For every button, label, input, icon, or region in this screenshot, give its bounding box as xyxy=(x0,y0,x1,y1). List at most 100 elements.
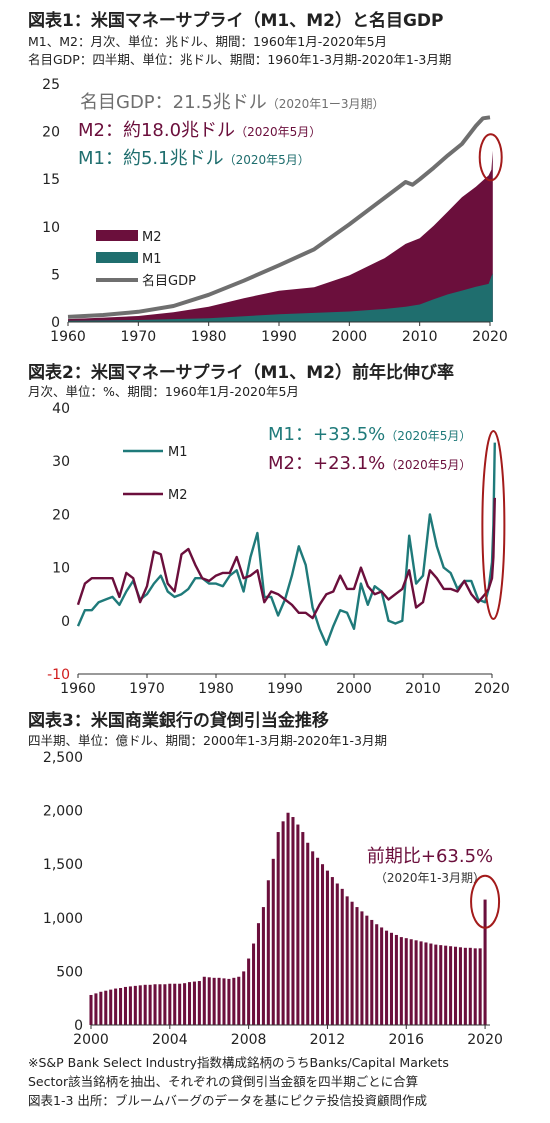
chart3-bar xyxy=(449,946,453,1025)
chart3-bar xyxy=(242,971,246,1025)
chart1-series-gdp-line xyxy=(67,115,491,319)
chart3-bar xyxy=(370,919,374,1025)
chart3-bar xyxy=(350,901,354,1025)
chart3-bar xyxy=(123,986,127,1025)
chart1-x-tick-label: 1960 xyxy=(50,329,86,345)
chart1-x-tick-label: 1980 xyxy=(191,329,227,345)
chart3-x-tick-label: 2004 xyxy=(152,1032,188,1048)
chart2-highlight-ellipse xyxy=(481,430,506,621)
chart2-annotation-m2-main: M2：+23.1% xyxy=(268,453,385,474)
chart3-bar xyxy=(424,942,428,1025)
chart3-bar xyxy=(178,983,182,1025)
chart1-legend-m1-swatch xyxy=(96,252,138,263)
chart3-bar xyxy=(256,923,260,1025)
chart2-x-tick-label: 1980 xyxy=(198,681,234,697)
chart3-bar xyxy=(463,947,467,1025)
chart2-legend-m2-label: M2 xyxy=(168,488,188,503)
chart3-bar xyxy=(468,947,472,1025)
chart3-bar xyxy=(94,993,98,1025)
chart3-y-tick-label: 2,000 xyxy=(43,804,83,820)
chart3-bar xyxy=(247,958,251,1025)
chart1-subtitle-1: M1、M2：月次、単位：兆ドル、期間：1960年1月-2020年5月 xyxy=(28,34,388,49)
chart2-annotation-m2-date: （2020年5月） xyxy=(385,458,471,472)
chart3-bar xyxy=(158,984,162,1025)
chart1-series-m2-area xyxy=(68,150,493,322)
chart3-bar xyxy=(222,978,226,1025)
chart3-bar xyxy=(128,986,132,1025)
chart3-bar xyxy=(261,907,265,1025)
chart3-bar xyxy=(478,948,482,1025)
chart2-y-tick-label: -10 xyxy=(47,667,70,683)
chart3-bar xyxy=(399,937,403,1025)
chart1-annotation-m1-main: M1：約5.1兆ドル xyxy=(78,148,224,169)
chart3-bar xyxy=(404,938,408,1025)
chart3-bar xyxy=(173,983,177,1025)
chart2-annotation-m1-date: （2020年5月） xyxy=(385,429,471,443)
chart3-bar xyxy=(311,851,315,1025)
chart3-bar xyxy=(345,896,349,1025)
chart2-x-tick-label: 2000 xyxy=(336,681,372,697)
chart2-annotation-m1-main: M1：+33.5% xyxy=(268,424,385,445)
chart3-bar xyxy=(340,888,344,1025)
chart1-x-tick-label: 1970 xyxy=(121,329,157,345)
footnote-2: Sector該当銘柄を抽出、それぞれの貸倒引当金額を四半期ごとに合算 xyxy=(28,1074,419,1089)
chart2-y-tick-label: 30 xyxy=(52,454,70,470)
chart2-x-tick-label: 2020 xyxy=(474,681,510,697)
chart3-bar xyxy=(266,880,270,1025)
chart1-annotation-m1-date: （2020年5月） xyxy=(224,153,310,167)
chart3-bar xyxy=(291,817,295,1025)
chart2-x-tick-label: 1970 xyxy=(129,681,165,697)
chart3-bar xyxy=(153,984,157,1025)
chart2-y-tick-label: 10 xyxy=(52,561,70,577)
chart3-bar xyxy=(168,983,172,1025)
chart3-bar xyxy=(197,981,201,1025)
chart3-x-tick-label: 2020 xyxy=(467,1032,503,1048)
chart1-x-tick-label: 2020 xyxy=(472,329,508,345)
chart3-bar xyxy=(286,812,290,1025)
chart3-bar xyxy=(227,978,231,1025)
chart1-y-tick-label: 0 xyxy=(51,315,60,331)
chart3-bar xyxy=(335,883,339,1025)
chart3-bar xyxy=(276,832,280,1025)
chart3-bar xyxy=(109,989,113,1025)
chart3-bar xyxy=(409,939,413,1025)
chart2-annotation-m1: M1：+33.5%（2020年5月） xyxy=(268,424,471,445)
chart3-bar xyxy=(434,944,438,1025)
chart3-bar xyxy=(325,870,329,1025)
chart3-bar xyxy=(365,915,369,1025)
chart1-subtitle-2: 名目GDP：四半期、単位：兆ドル、期間：1960年1-3月期-2020年1-3月… xyxy=(28,52,452,67)
chart1-money-supply-gdp: 1960 1970 1980 1990 2000 2010 2020 0 5 10 15 20 25 M2… xyxy=(42,77,508,345)
chart3-bar xyxy=(202,976,206,1025)
chart3-bar xyxy=(473,948,477,1025)
chart3-bar xyxy=(419,941,423,1025)
chart3-highlight-ellipse xyxy=(470,874,501,929)
chart1-annotation-gdp-main: 名目GDP：21.5兆ドル xyxy=(80,92,267,113)
chart1-annotation-gdp: 名目GDP：21.5兆ドル（2020年1ー3月期） xyxy=(80,92,385,113)
chart1-annotation-gdp-date: （2020年1ー3月期） xyxy=(267,97,385,111)
chart2-title: 図表2：米国マネーサプライ（M1、M2）前年比伸び率 xyxy=(28,363,454,383)
chart3-bar xyxy=(389,932,393,1025)
chart1-y-tick-label: 10 xyxy=(42,220,60,236)
chart2-money-supply-growth: 1960 1970 1980 1990 2000 2010 2020 -10 0 10 20 30 40… xyxy=(47,401,510,697)
chart3-bar xyxy=(483,899,487,1025)
chart3-bar xyxy=(444,945,448,1025)
chart3-bar xyxy=(439,945,443,1025)
chart3-bar xyxy=(163,984,167,1025)
chart1-highlight-ellipse xyxy=(478,133,503,182)
chart3-bar xyxy=(394,934,398,1025)
chart3-bar xyxy=(89,994,93,1025)
chart2-legend-m1-label: M1 xyxy=(168,445,188,460)
chart1-legend-m2-swatch xyxy=(96,230,138,241)
chart1-x-tick-label: 2010 xyxy=(402,329,438,345)
chart3-y-tick-label: 0 xyxy=(74,1018,83,1034)
chart3-x-tick-label: 2000 xyxy=(73,1032,109,1048)
chart3-bar xyxy=(306,842,310,1025)
chart3-bar xyxy=(375,924,379,1025)
chart3-bar xyxy=(296,824,300,1025)
chart1-annotation-m1: M1：約5.1兆ドル（2020年5月） xyxy=(78,148,310,169)
chart3-subtitle-1: 四半期、単位：億ドル、期間：2000年1-3月期-2020年1-3月期 xyxy=(28,733,387,748)
chart2-x-tick-label: 1990 xyxy=(267,681,303,697)
chart3-bar xyxy=(212,977,216,1025)
chart3-bar xyxy=(301,832,305,1025)
chart1-y-tick-label: 5 xyxy=(51,267,60,283)
